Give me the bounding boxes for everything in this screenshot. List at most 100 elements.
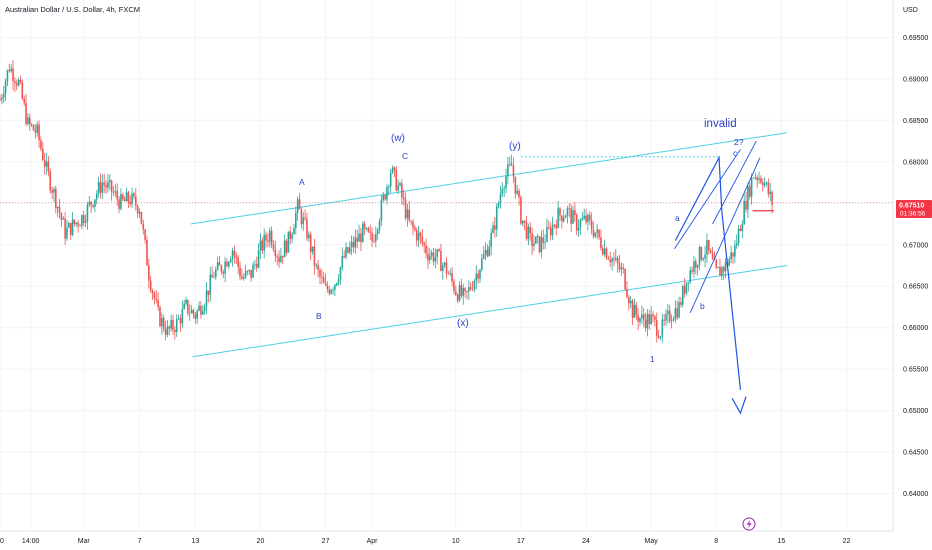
candle-body — [427, 253, 429, 261]
candle-body — [40, 140, 42, 149]
lightning-icon[interactable] — [742, 517, 756, 531]
candle-body — [224, 261, 226, 274]
candle-body — [97, 181, 100, 194]
candle-body — [668, 310, 671, 321]
price-tick-label: 0.66000 — [903, 325, 928, 332]
candle-body — [512, 165, 515, 177]
candle-body — [337, 279, 340, 284]
candle-body — [449, 273, 452, 275]
candle-body — [86, 204, 89, 222]
candle-body — [702, 258, 705, 260]
chart-title: Australian Dollar / U.S. Dollar, 4h, FXC… — [5, 5, 140, 14]
candle-body — [641, 314, 643, 319]
candle-body — [614, 257, 617, 260]
candle-body — [709, 250, 712, 254]
candle-body — [568, 208, 571, 210]
candle-body — [183, 303, 185, 309]
candle-body — [594, 232, 597, 237]
candle-body — [388, 186, 390, 188]
price-tick-label: 0.68000 — [903, 159, 928, 166]
candle-body — [479, 270, 481, 279]
candle-body — [527, 226, 530, 239]
candle-body — [88, 201, 91, 205]
candle-body — [92, 205, 94, 207]
candle-body — [570, 208, 572, 224]
candle-body — [583, 215, 585, 219]
candle-body — [428, 255, 431, 261]
channel-lower-line — [192, 265, 788, 358]
candle-body — [507, 164, 509, 177]
candle-body — [19, 79, 22, 83]
candle-body — [75, 222, 78, 225]
candle-body — [639, 318, 641, 322]
candle-body — [36, 124, 39, 133]
time-tick-label: Mar — [78, 538, 91, 545]
candle-body — [332, 289, 334, 291]
candle-body — [464, 288, 466, 292]
candle-body — [293, 228, 295, 235]
candle-body — [315, 264, 318, 266]
wave-label-c: c — [733, 148, 738, 158]
candle-body — [352, 241, 355, 248]
candle-body — [38, 124, 40, 141]
candle-body — [652, 314, 654, 317]
candle-body — [533, 243, 535, 246]
candle-body — [700, 246, 703, 260]
candle-body — [434, 256, 437, 262]
candle-body — [242, 277, 245, 279]
candle-body — [10, 68, 12, 72]
projection-arrowhead — [731, 396, 747, 415]
candle-body — [43, 159, 46, 167]
candle-body — [226, 261, 228, 267]
candle-body — [375, 234, 377, 242]
wedge-lower-line — [689, 157, 761, 313]
candle-body — [678, 302, 680, 318]
candle-body — [319, 270, 321, 277]
candle-body — [308, 234, 310, 239]
candle-body — [631, 300, 634, 318]
candle-body — [162, 317, 165, 330]
candle-body — [58, 206, 61, 214]
candle-body — [339, 266, 342, 280]
candle-body — [722, 267, 725, 272]
candle-body — [283, 240, 286, 258]
candle-body — [127, 192, 130, 202]
candle-body — [737, 228, 740, 244]
candle-body — [216, 262, 219, 270]
price-tick-label: 0.66500 — [903, 284, 928, 291]
candle-body — [268, 230, 271, 242]
candle-body — [557, 208, 559, 228]
wedge-inner-line — [712, 140, 757, 225]
price-tick-label: 0.65500 — [903, 367, 928, 374]
candle-body — [633, 304, 636, 318]
candle-body — [693, 261, 695, 272]
candle-body — [289, 231, 292, 239]
candle-body — [689, 270, 692, 283]
candle-body — [750, 178, 753, 197]
candle-body — [295, 212, 297, 229]
candle-body — [404, 199, 407, 219]
candle-body — [391, 167, 394, 173]
candle-body — [771, 191, 773, 205]
candle-body — [108, 180, 111, 183]
candle-body — [79, 225, 81, 227]
candle-body — [401, 183, 403, 198]
candle-body — [421, 236, 424, 244]
candle-body — [356, 237, 358, 242]
candle-body — [719, 267, 721, 276]
candle-body — [438, 249, 440, 252]
candle-body — [231, 250, 234, 260]
candle-body — [311, 246, 314, 252]
candle-body — [531, 233, 533, 246]
candle-body — [577, 227, 580, 231]
wave-label-a: a — [675, 213, 680, 223]
candle-body — [574, 210, 576, 216]
candle-body — [32, 124, 35, 131]
invalid-label: invalid — [704, 118, 737, 130]
candle-body — [659, 336, 662, 338]
candle-body — [646, 313, 649, 329]
candle-body — [209, 274, 212, 295]
candle-body — [486, 249, 489, 256]
